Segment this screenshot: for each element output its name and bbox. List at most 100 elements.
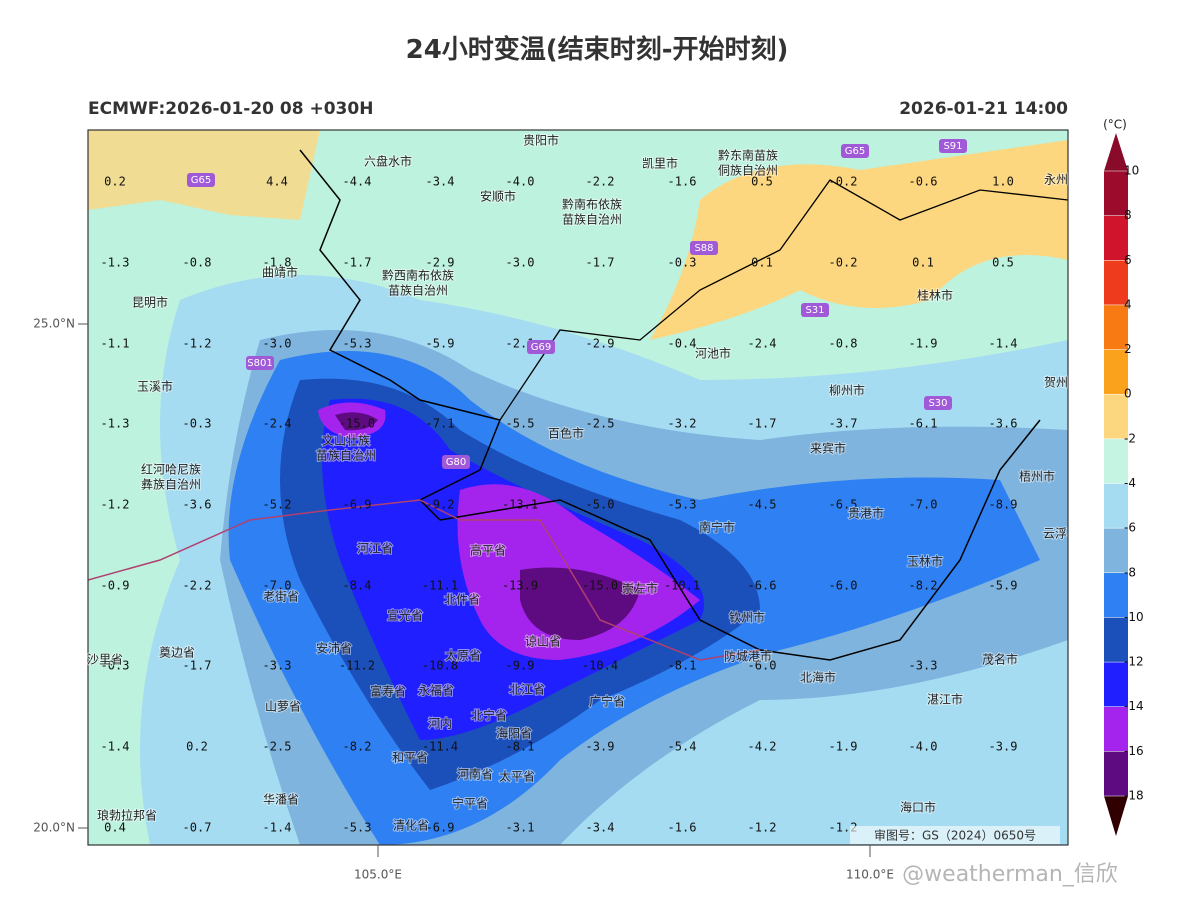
grid-value: -5.0 <box>586 498 615 512</box>
place-label: 海阳省 <box>496 726 532 741</box>
place-label: 柳州市 <box>829 383 865 398</box>
grid-value: -11.4 <box>422 740 458 754</box>
grid-value: -3.0 <box>506 256 535 270</box>
colorbar-band <box>1104 215 1128 261</box>
place-label: 贵阳市 <box>523 133 559 148</box>
grid-value: -2.5 <box>586 417 615 431</box>
place-label: 安顺市 <box>480 189 516 204</box>
grid-value: -8.2 <box>909 579 938 593</box>
place-label: 曲靖市 <box>262 265 298 280</box>
place-label: 黔东南苗族 <box>718 148 778 163</box>
colorbar-band <box>1104 617 1128 663</box>
approval-note: 审图号：GS（2024）0650号 <box>874 828 1036 843</box>
grid-value: -4.4 <box>343 175 372 189</box>
grid-value: -2.5 <box>263 740 292 754</box>
place-label: 河江省 <box>357 542 393 556</box>
road-label: S801 <box>247 358 272 369</box>
grid-value: -2.2 <box>183 579 212 593</box>
grid-value: -3.4 <box>426 175 455 189</box>
grid-value: -7.0 <box>909 498 938 512</box>
grid-value: -6.5 <box>829 498 858 512</box>
grid-value: -9.2 <box>426 498 455 512</box>
grid-value: -3.1 <box>506 821 535 835</box>
place-label: 苗族自治州 <box>388 284 448 298</box>
grid-value: -7.0 <box>263 579 292 593</box>
grid-value: -8.4 <box>343 579 372 593</box>
place-label: 宁平省 <box>452 796 488 811</box>
grid-value: -1.7 <box>183 659 212 673</box>
colorbar-top <box>1104 133 1128 171</box>
grid-value: -0.8 <box>183 256 212 270</box>
road-badge <box>246 356 274 370</box>
grid-value: 0.2 <box>186 740 208 754</box>
place-label: 北海市 <box>800 670 836 685</box>
grid-value: -1.4 <box>101 740 130 754</box>
lon-label: 105.0°E <box>354 868 402 882</box>
lon-label: 110.0°E <box>846 868 894 882</box>
road-badge <box>187 173 215 187</box>
grid-value: -1.9 <box>909 337 938 351</box>
grid-value: -0.3 <box>101 659 130 673</box>
grid-value: -2.9 <box>426 256 455 270</box>
place-label: 彝族自治州 <box>141 477 201 492</box>
grid-value: 1.0 <box>992 175 1014 189</box>
place-label: 琅勃拉邦省 <box>97 808 157 823</box>
grid-value: -5.3 <box>343 821 372 835</box>
grid-value: -1.2 <box>101 498 130 512</box>
grid-value: -1.7 <box>586 256 615 270</box>
place-label: 华潘省 <box>263 793 299 807</box>
grid-value: -2.4 <box>748 337 777 351</box>
road-badge <box>924 396 952 410</box>
colorbar-band <box>1104 349 1128 395</box>
grid-value: -4.5 <box>748 498 777 512</box>
road-badge <box>527 340 555 354</box>
colorbar-label: -2 <box>1124 431 1136 445</box>
place-label: 广宁省 <box>589 694 625 709</box>
place-label: 凯里市 <box>642 156 678 171</box>
colorbar-band <box>1104 304 1128 350</box>
grid-value: -4.0 <box>506 175 535 189</box>
place-label: 和平省 <box>392 751 428 765</box>
place-label: 河南省 <box>457 767 493 782</box>
grid-value: -6.9 <box>426 821 455 835</box>
grid-value: -10.1 <box>664 579 700 593</box>
colorbar-unit: (°C) <box>1103 118 1127 132</box>
grid-value: -2.4 <box>263 417 292 431</box>
grid-value: 0.5 <box>992 256 1014 270</box>
grid-value: -2.2 <box>586 175 615 189</box>
colorbar-label: 8 <box>1124 208 1132 222</box>
grid-value: -2.9 <box>586 337 615 351</box>
place-label: 北宁省 <box>471 708 507 723</box>
grid-value: 0.5 <box>751 175 773 189</box>
place-label: 河内 <box>428 717 452 731</box>
grid-value: -6.6 <box>748 579 777 593</box>
grid-value: -3.7 <box>829 417 858 431</box>
place-label: 苗族自治州 <box>562 213 622 227</box>
grid-value: -5.9 <box>426 337 455 351</box>
grid-value: -1.4 <box>263 821 292 835</box>
place-label: 高平省 <box>470 543 506 558</box>
place-label: 永福省 <box>418 683 454 698</box>
place-label: 河池市 <box>695 346 731 361</box>
place-label: 贺州 <box>1044 376 1068 390</box>
place-label: 富寿省 <box>370 684 406 699</box>
place-label: 六盘水市 <box>364 154 412 169</box>
grid-value: -15.0 <box>582 579 618 593</box>
road-badge <box>801 303 829 317</box>
grid-value: -1.8 <box>263 256 292 270</box>
title: 24小时变温(结束时刻-开始时刻) <box>406 34 789 65</box>
colorbar-band <box>1104 662 1128 707</box>
grid-value: -1.3 <box>101 256 130 270</box>
grid-value: 4.4 <box>266 175 288 189</box>
grid-value: -6.1 <box>909 417 938 431</box>
place-label: 云浮 <box>1043 527 1067 541</box>
grid-value: -3.3 <box>263 659 292 673</box>
grid-value: 0.1 <box>912 256 934 270</box>
place-label: 贵港市 <box>848 506 884 521</box>
grid-value: -15.0 <box>339 417 375 431</box>
colorbar-label: -8 <box>1124 565 1136 579</box>
grid-value: -6.0 <box>748 659 777 673</box>
grid-value: -1.2 <box>183 337 212 351</box>
road-label: G65 <box>191 175 211 186</box>
colorbar-band <box>1104 528 1128 573</box>
